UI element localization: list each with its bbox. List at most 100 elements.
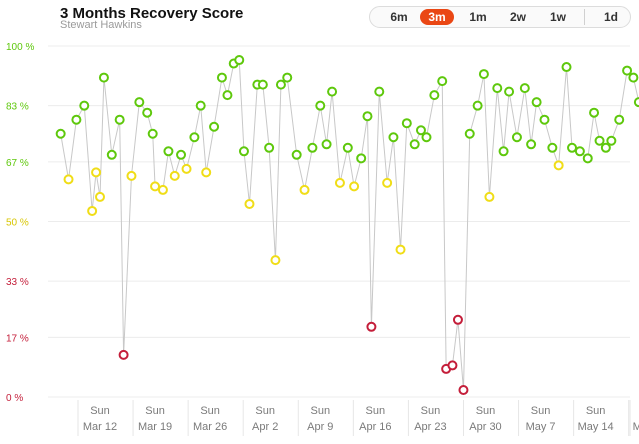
- y-tick-label: 17 %: [6, 333, 29, 344]
- range-3m-button[interactable]: 3m: [420, 9, 454, 25]
- data-point: [169, 170, 180, 181]
- range-1w-button[interactable]: 1w: [549, 10, 566, 24]
- data-point: [498, 146, 509, 157]
- data-point: [142, 107, 153, 118]
- data-point: [484, 191, 495, 202]
- x-tick-date: Apr 23: [414, 421, 446, 433]
- data-point: [299, 184, 310, 195]
- data-point: [582, 153, 593, 164]
- data-point: [307, 142, 318, 153]
- range-2w-button[interactable]: 2w: [509, 10, 526, 24]
- data-point: [118, 349, 129, 360]
- y-tick-label: 67 %: [6, 158, 29, 169]
- data-point: [409, 139, 420, 150]
- data-point: [478, 69, 489, 80]
- data-point: [567, 142, 578, 153]
- data-point: [492, 83, 503, 94]
- x-axis: Sun Mar 12 Sun Mar 19 Sun Mar 26 Sun Apr 2 Sun Ap…: [83, 405, 639, 433]
- data-point: [366, 321, 377, 332]
- y-tick-label: 50 %: [6, 218, 29, 229]
- data-point: [622, 65, 633, 76]
- x-tick-date: Apr 16: [359, 421, 391, 433]
- data-point: [244, 198, 255, 209]
- x-tick-day: Sun: [366, 405, 386, 417]
- data-point: [356, 153, 367, 164]
- data-point: [91, 167, 102, 178]
- y-tick-label: 33 %: [6, 277, 29, 288]
- data-point: [539, 114, 550, 125]
- data-point: [270, 255, 281, 266]
- data-point: [401, 118, 412, 129]
- x-tick-day: Sun: [421, 405, 441, 417]
- data-point: [106, 149, 117, 160]
- data-point: [147, 128, 158, 139]
- x-tick-date: Apr 9: [307, 421, 333, 433]
- data-point: [531, 97, 542, 108]
- data-point: [421, 132, 432, 143]
- data-point: [181, 163, 192, 174]
- data-point: [574, 146, 585, 157]
- recovery-points: [55, 55, 639, 395]
- range-1m-button[interactable]: 1m: [469, 10, 487, 24]
- data-point: [464, 128, 475, 139]
- data-point: [429, 90, 440, 101]
- data-point: [606, 135, 617, 146]
- data-point: [216, 72, 227, 83]
- grid-lines: [48, 45, 631, 436]
- range-separator: [584, 9, 585, 25]
- data-point: [342, 142, 353, 153]
- data-point: [600, 142, 611, 153]
- data-point: [275, 79, 286, 90]
- data-point: [291, 149, 302, 160]
- time-range-selector: 6m 3m 1m 2w 1w 1d: [369, 6, 631, 28]
- x-tick-date: Mar 12: [83, 421, 117, 433]
- data-point: [614, 114, 625, 125]
- data-point: [437, 76, 448, 87]
- data-point: [98, 72, 109, 83]
- chart-title: 3 Months Recovery Score: [60, 5, 244, 22]
- data-point: [561, 62, 572, 73]
- x-tick-date: Apr 2: [252, 421, 278, 433]
- x-tick-day: Sun: [476, 405, 496, 417]
- chart-subtitle: Stewart Hawkins: [60, 19, 142, 31]
- data-point: [195, 100, 206, 111]
- data-point: [321, 139, 332, 150]
- data-point: [134, 97, 145, 108]
- data-point: [458, 384, 469, 395]
- x-tick-day: Sun: [531, 405, 551, 417]
- data-point: [222, 90, 233, 101]
- range-6m-button[interactable]: 6m: [390, 10, 408, 24]
- data-point: [526, 139, 537, 150]
- x-tick-day: Sun: [145, 405, 165, 417]
- data-point: [388, 132, 399, 143]
- x-tick-day: Sun: [310, 405, 330, 417]
- data-point: [452, 314, 463, 325]
- data-point: [257, 79, 268, 90]
- data-point: [63, 174, 74, 185]
- data-point: [362, 111, 373, 122]
- data-point: [553, 160, 564, 171]
- data-point: [157, 184, 168, 195]
- data-point: [163, 146, 174, 157]
- data-point: [282, 72, 293, 83]
- data-point: [382, 177, 393, 188]
- x-tick-date: Mar 26: [193, 421, 227, 433]
- data-point: [87, 205, 98, 216]
- data-point: [519, 83, 530, 94]
- data-point: [150, 181, 161, 192]
- data-point: [589, 107, 600, 118]
- data-point: [415, 125, 426, 136]
- data-point: [238, 146, 249, 157]
- data-point: [547, 142, 558, 153]
- data-point: [79, 100, 90, 111]
- data-point: [114, 114, 125, 125]
- data-point: [334, 177, 345, 188]
- data-point: [55, 128, 66, 139]
- x-tick-date: May 14: [578, 421, 614, 433]
- x-tick-day: Sun: [255, 405, 275, 417]
- data-point: [395, 244, 406, 255]
- range-1d-button[interactable]: 1d: [603, 10, 618, 24]
- x-tick-day: Sun: [200, 405, 220, 417]
- data-point: [126, 170, 137, 181]
